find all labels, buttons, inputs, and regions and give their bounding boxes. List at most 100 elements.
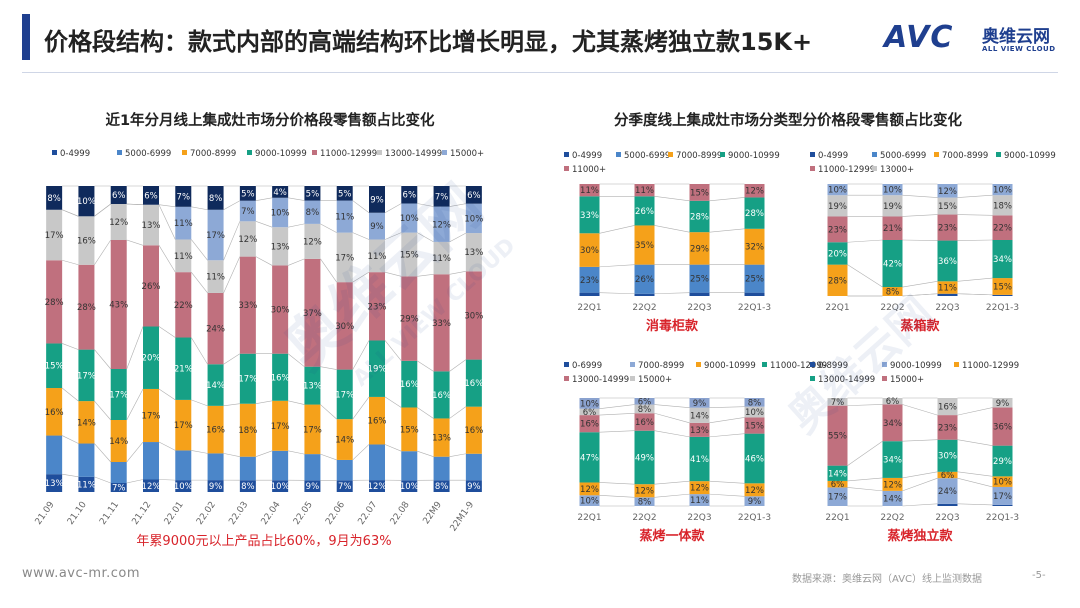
data-label: 10% xyxy=(580,497,599,507)
chart-title-disinfect: 分季度线上集成灶市场分类型分价格段零售额占比变化 xyxy=(614,111,962,129)
bar-segment xyxy=(110,369,127,420)
data-label: 12% xyxy=(238,235,257,245)
footer-source: 数据来源：奥维云网（AVC）线上监测数据 xyxy=(792,574,983,585)
data-label: 14% xyxy=(828,469,847,479)
legend-label: 9000-10999 xyxy=(255,149,307,159)
data-label: 21% xyxy=(883,224,902,234)
data-label: 6% xyxy=(638,397,652,407)
bar-segment xyxy=(78,401,95,444)
bar-segment xyxy=(207,209,224,261)
data-label: 33% xyxy=(238,301,257,311)
legend-label: 11000-12999 xyxy=(962,361,1019,371)
data-label: 16% xyxy=(206,426,225,436)
data-label: 10% xyxy=(828,186,847,196)
series-connector xyxy=(957,239,993,241)
data-label: 30% xyxy=(335,322,354,332)
bar-segment xyxy=(744,496,765,506)
bar-segment xyxy=(744,483,765,497)
x-tick-label: 22M9 xyxy=(422,500,445,526)
data-label: 15% xyxy=(45,362,64,372)
data-label: 14% xyxy=(335,436,354,446)
bar-segment xyxy=(46,388,63,436)
legend-swatch xyxy=(182,150,187,155)
series-connector xyxy=(902,293,938,297)
data-label: 14% xyxy=(690,411,709,421)
bar-segment xyxy=(827,195,848,217)
series-connector xyxy=(449,232,467,243)
series-connector xyxy=(126,203,144,206)
data-label: 6% xyxy=(467,191,481,201)
bar-segment xyxy=(433,418,450,457)
data-label: 23% xyxy=(368,302,387,312)
legend-swatch xyxy=(564,362,569,367)
data-label: 8% xyxy=(241,482,255,492)
series-connector xyxy=(320,223,337,233)
x-tick-label: 22.02 xyxy=(195,500,218,527)
bar-segment xyxy=(272,480,289,492)
bar-segment xyxy=(689,481,710,495)
bar-segment xyxy=(46,186,63,210)
page-number: -5- xyxy=(1032,570,1046,581)
series-connector xyxy=(654,493,690,498)
series-connector xyxy=(352,396,370,420)
bar-segment xyxy=(110,240,127,369)
bar-segment xyxy=(744,264,765,293)
x-tick-label: 22Q1-3 xyxy=(986,513,1019,523)
series-connector xyxy=(126,479,144,484)
bar-segment xyxy=(401,407,418,452)
data-label: 26% xyxy=(635,275,654,285)
series-connector xyxy=(654,430,690,438)
bar-segment xyxy=(992,445,1013,477)
bar-segment xyxy=(937,478,958,504)
x-tick-label: 22Q2 xyxy=(632,513,656,523)
series-connector xyxy=(288,450,305,455)
bar-segment xyxy=(175,206,192,240)
bar-segment xyxy=(882,490,903,506)
x-tick-label: 22Q3 xyxy=(687,303,711,313)
data-label: 16% xyxy=(938,403,957,413)
series-connector xyxy=(957,214,993,216)
bar-segment xyxy=(882,398,903,405)
series-connector xyxy=(709,417,745,424)
bar-segment xyxy=(937,214,958,241)
data-label: 15% xyxy=(400,250,419,260)
data-label: 10% xyxy=(77,197,96,207)
data-label: 10% xyxy=(745,408,764,418)
bar-segment xyxy=(207,453,224,481)
bar-segment xyxy=(882,404,903,442)
bar-segment xyxy=(882,477,903,491)
data-label: 10% xyxy=(464,214,483,224)
bar-segment xyxy=(304,480,321,492)
bar-segment xyxy=(401,480,418,492)
x-tick-label: 22Q1 xyxy=(825,513,849,523)
series-connector xyxy=(94,476,111,484)
data-label: 20% xyxy=(828,249,847,259)
bar-segment xyxy=(175,337,192,400)
series-connector xyxy=(320,366,337,370)
x-tick-label: 22Q3 xyxy=(687,513,711,523)
legend-swatch xyxy=(117,150,122,155)
x-tick-label: 22.08 xyxy=(389,500,412,527)
data-label: 19% xyxy=(828,202,847,212)
bar-segment xyxy=(304,366,321,405)
bar-segment xyxy=(336,369,353,420)
data-label: 9% xyxy=(467,482,481,492)
legend-swatch xyxy=(996,152,1001,157)
legend-label: 0-4999 xyxy=(60,149,90,159)
legend-swatch xyxy=(312,150,317,155)
series-connector xyxy=(61,387,79,402)
data-label: 13% xyxy=(142,221,161,231)
data-label: 5% xyxy=(306,189,320,199)
bar-segment xyxy=(937,184,958,198)
series-connector xyxy=(654,292,690,295)
legend-swatch xyxy=(872,166,877,171)
legend-label: 5000-6999 xyxy=(624,151,670,161)
data-label: 19% xyxy=(368,365,387,375)
bar-segment xyxy=(401,451,418,481)
series-connector xyxy=(709,197,745,202)
bar-segment xyxy=(634,225,655,265)
data-label: 33% xyxy=(432,319,451,329)
data-label: 19% xyxy=(883,202,902,212)
data-label: 23% xyxy=(938,224,957,234)
bar-segment xyxy=(937,503,958,506)
